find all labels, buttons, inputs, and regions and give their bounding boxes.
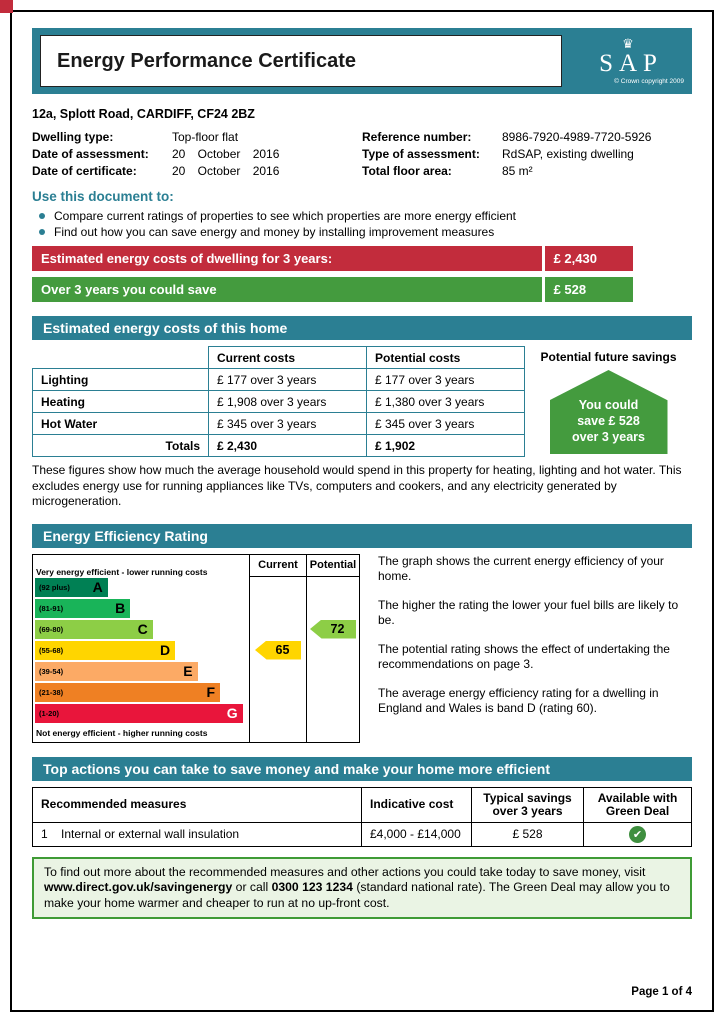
measures-header: Recommended measures [32, 786, 362, 823]
detail-date-assessment: Date of assessment: 20 October 2016 [32, 147, 280, 161]
epc-page: Energy Performance Certificate ♛ SAP © C… [10, 10, 714, 1012]
savings-banner: Over 3 years you could save £ 528 [32, 277, 633, 302]
estimated-costs-section: Current costs Potential costs Lighting £… [32, 346, 692, 457]
energy-efficiency-chart: Very energy efficient - lower running co… [32, 553, 360, 743]
detail-reference-number: Reference number: 8986-7920-4989-7720-59… [362, 130, 652, 144]
costs-row-hot-water: Hot Water £ 345 over 3 years £ 345 over … [32, 412, 525, 435]
more-info-box: To find out more about the recommended m… [32, 856, 692, 919]
future-savings-label: Potential future savings [540, 350, 677, 364]
detail-assessment-type: Type of assessment: RdSAP, existing dwel… [362, 147, 634, 161]
costs-explanation: These figures show how much the average … [32, 463, 682, 508]
costs-row-heating: Heating £ 1,908 over 3 years £ 1,380 ove… [32, 390, 525, 413]
page-number: Page 1 of 4 [631, 986, 692, 998]
costs-row-lighting: Lighting £ 177 over 3 years £ 177 over 3… [32, 368, 525, 391]
potential-rating-pointer: 72 [310, 619, 356, 639]
green-deal-header: Available with Green Deal [583, 786, 692, 823]
band-e-bar: (39-54) E [35, 661, 198, 681]
crown-icon: ♛ [622, 35, 634, 51]
future-savings-arrow: You could save £ 528 over 3 years [549, 370, 668, 454]
costs-section-heading: Estimated energy costs of this home [32, 316, 692, 340]
savings-link: www.direct.gov.uk/savingenergy [44, 880, 233, 894]
title-box: Energy Performance Certificate [40, 35, 562, 87]
bullet-item: Find out how you can save energy and mon… [32, 224, 692, 240]
use-document-heading: Use this document to: [32, 189, 174, 204]
band-b-bar: (81-91) B [35, 598, 131, 618]
action-row: 1 Internal or external wall insulation £4… [32, 821, 692, 847]
property-details: Dwelling type: Top-floor flat Date of as… [32, 129, 692, 180]
costs-table: Current costs Potential costs Lighting £… [32, 346, 525, 457]
estimated-costs-value: £ 2,430 [544, 246, 633, 271]
page-title: Energy Performance Certificate [57, 49, 357, 72]
eer-section-heading: Energy Efficiency Rating [32, 523, 692, 548]
chart-bottom-note: Not energy efficient - higher running co… [36, 727, 208, 738]
eer-description: The graph shows the current energy effic… [378, 553, 679, 716]
band-f-bar: (21-38) F [35, 682, 221, 702]
band-c-bar: (69-80) C [35, 619, 153, 639]
property-address: 12a, Splott Road, CARDIFF, CF24 2BZ [32, 107, 255, 121]
current-column-header: Current [249, 554, 306, 577]
detail-date-certificate: Date of certificate: 20 October 2016 [32, 164, 280, 178]
current-rating-pointer: 65 [255, 640, 301, 660]
future-savings-panel: Potential future savings You could save … [525, 346, 692, 457]
detail-floor-area: Total floor area: 85 m² [362, 164, 533, 178]
potential-column-header: Potential [306, 554, 359, 577]
phone-number: 0300 123 1234 [271, 880, 353, 894]
crown-copyright: © Crown copyright 2009 [614, 77, 684, 85]
sap-logo: ♛ SAP © Crown copyright 2009 [572, 35, 684, 87]
band-a-bar: (92 plus) A [35, 577, 108, 597]
bullet-item: Compare current ratings of properties to… [32, 208, 692, 224]
sap-logo-text: SAP [599, 49, 663, 77]
bullet-icon [39, 229, 45, 235]
top-actions-table: Recommended measures Indicative cost Typ… [32, 786, 692, 847]
current-costs-header: Current costs [208, 346, 367, 369]
chart-top-note: Very energy efficient - lower running co… [36, 566, 208, 577]
indicative-cost-header: Indicative cost [361, 786, 472, 823]
costs-row-totals: Totals £ 2,430 £ 1,902 [32, 434, 525, 457]
header-band: Energy Performance Certificate ♛ SAP © C… [32, 28, 692, 94]
typical-savings-header: Typical savings over 3 years [471, 786, 584, 823]
bullet-icon [39, 213, 45, 219]
potential-costs-header: Potential costs [366, 346, 525, 369]
savings-value: £ 528 [544, 277, 633, 302]
corner-mark [0, 0, 13, 13]
band-g-bar: (1-20) G [35, 703, 243, 723]
detail-dwelling-type: Dwelling type: Top-floor flat [32, 130, 239, 144]
estimated-costs-banner: Estimated energy costs of dwelling for 3… [32, 246, 633, 271]
green-deal-check-icon: ✔ [629, 825, 646, 843]
energy-efficiency-section: Very energy efficient - lower running co… [32, 553, 692, 743]
top-actions-heading: Top actions you can take to save money a… [32, 756, 692, 781]
band-d-bar: (55-68) D [35, 640, 176, 660]
